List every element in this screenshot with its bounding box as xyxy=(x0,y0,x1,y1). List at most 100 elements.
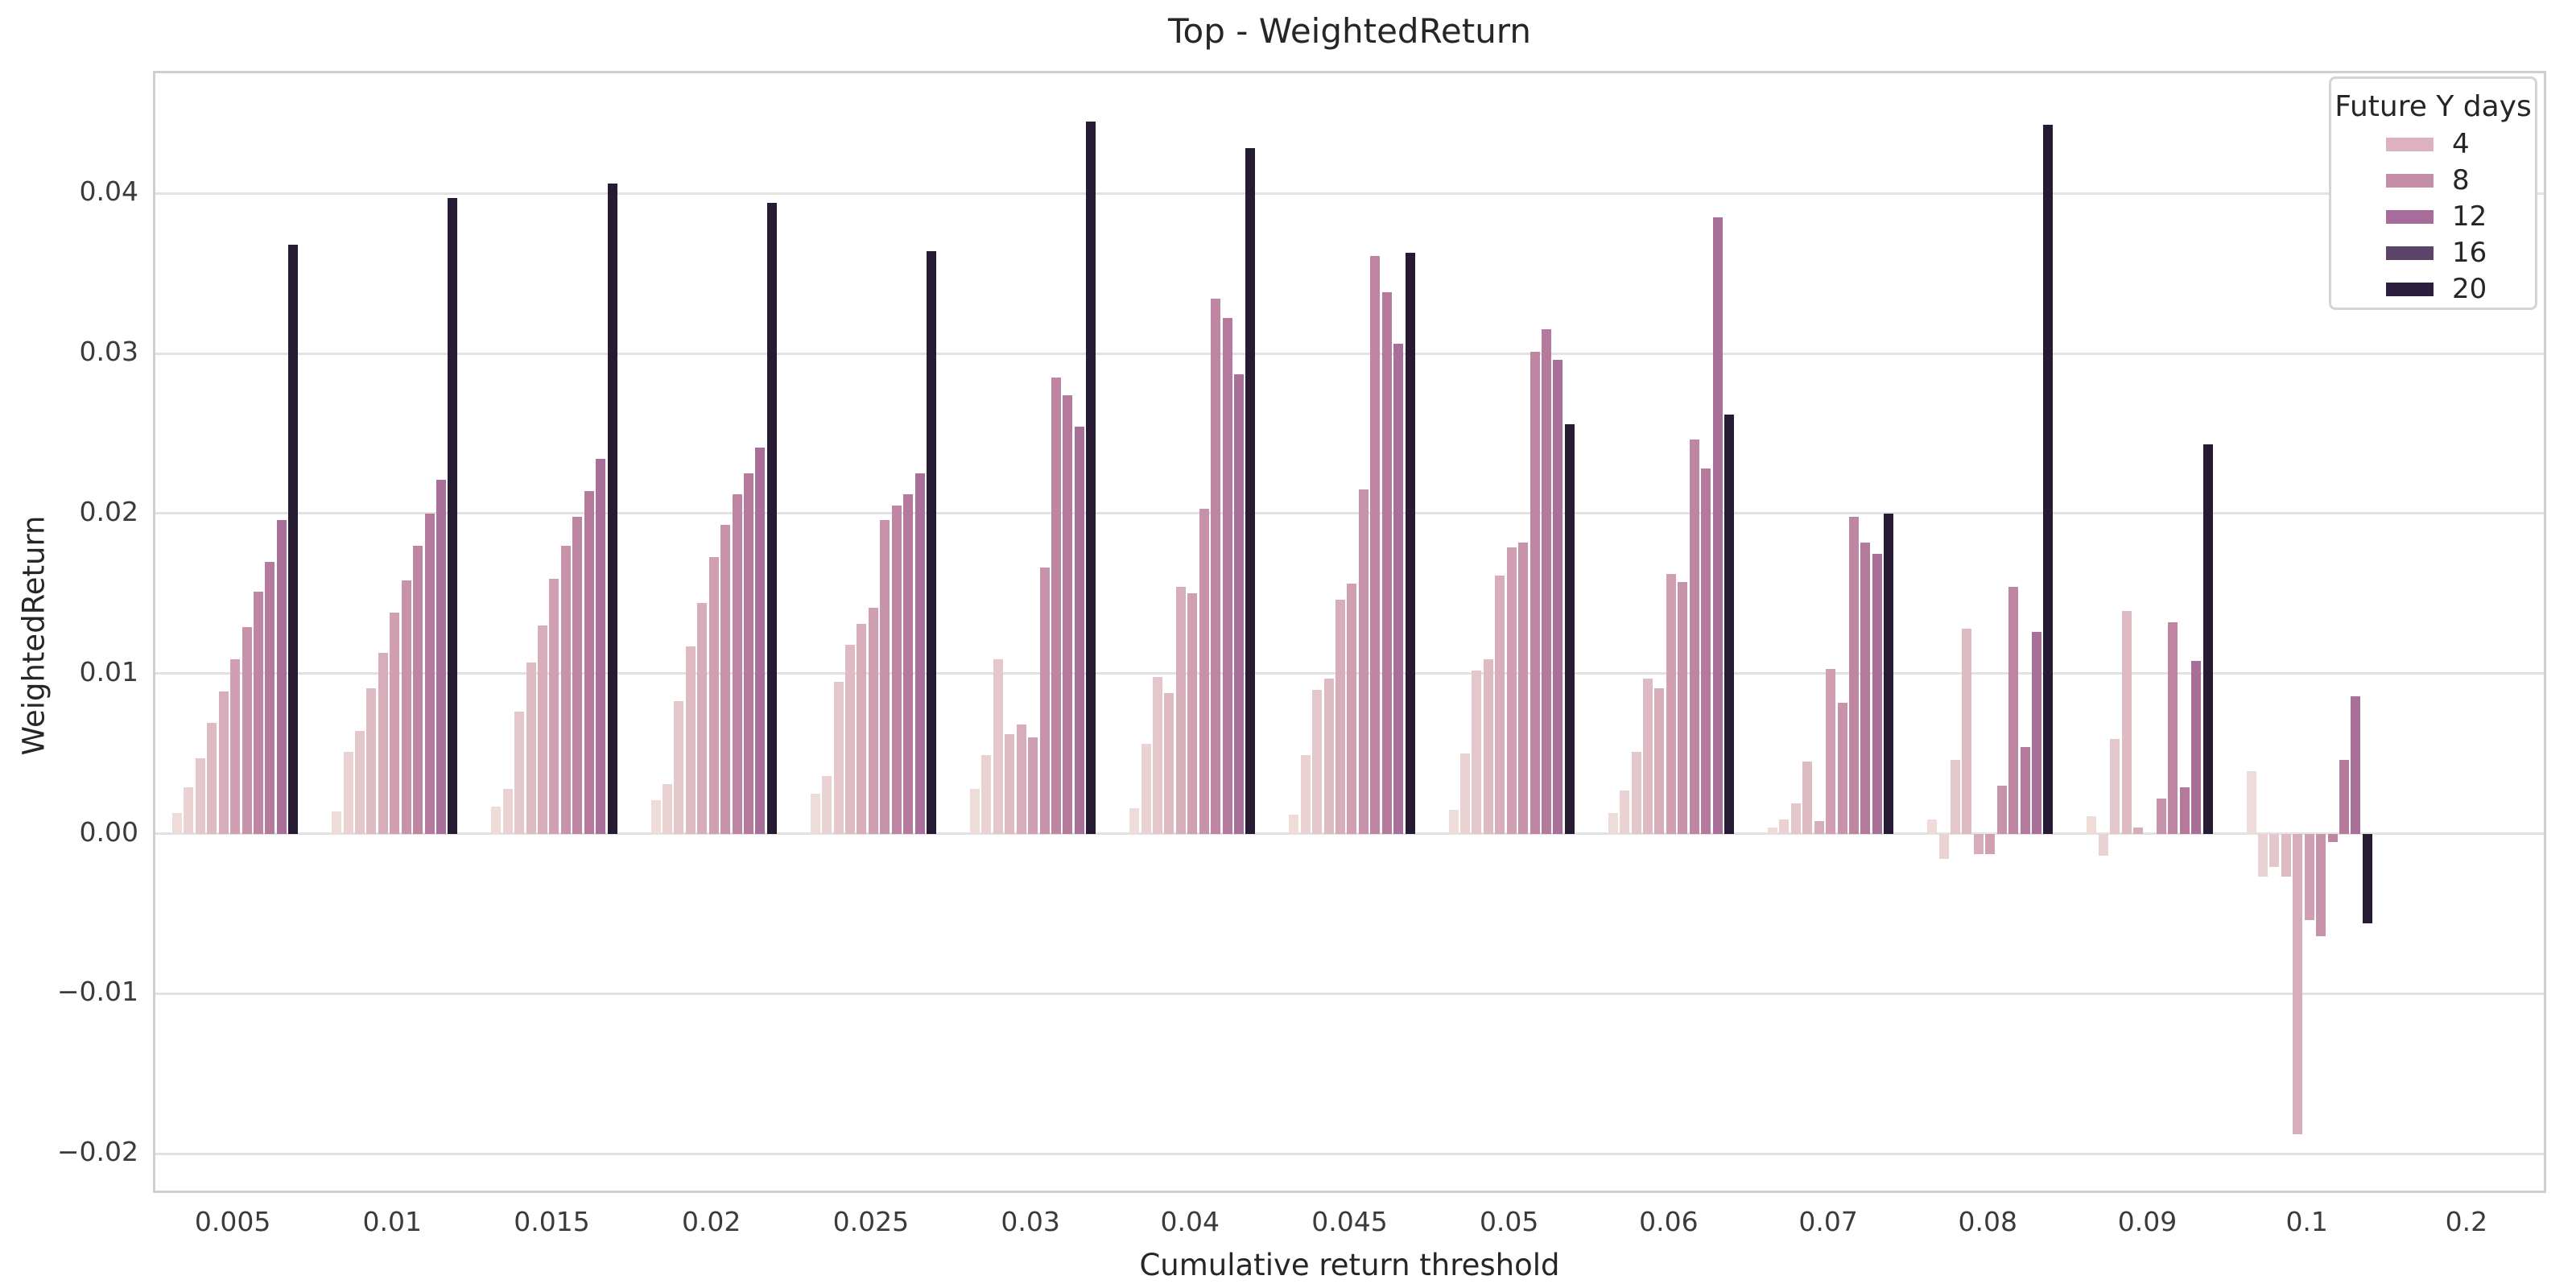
bar xyxy=(1381,292,1392,834)
x-tick-label: 0.045 xyxy=(1311,1206,1388,1237)
bar xyxy=(1860,542,1871,834)
bar xyxy=(1358,489,1368,834)
bar xyxy=(1530,352,1540,834)
bar xyxy=(549,579,559,834)
bar xyxy=(755,448,766,834)
bar xyxy=(526,662,536,834)
bar xyxy=(1141,744,1151,834)
legend-title: Future Y days xyxy=(2334,90,2532,123)
bar xyxy=(857,624,867,834)
bar xyxy=(1074,427,1084,834)
bar xyxy=(1051,377,1061,834)
bar xyxy=(491,806,502,834)
bar xyxy=(2258,833,2268,877)
bar xyxy=(663,783,673,834)
x-tick-label: 0.08 xyxy=(1958,1206,2018,1237)
bar xyxy=(1666,574,1676,834)
bar xyxy=(1347,584,1357,834)
bar xyxy=(1884,513,1894,834)
bar xyxy=(880,519,890,834)
bar xyxy=(2133,827,2144,834)
bar xyxy=(1323,678,1334,834)
bar xyxy=(1518,542,1529,834)
gridline xyxy=(155,512,2544,515)
bar xyxy=(2246,771,2256,834)
bar xyxy=(833,681,844,834)
bar xyxy=(1187,593,1198,834)
bar xyxy=(2191,660,2202,834)
gridline xyxy=(155,192,2544,195)
bar xyxy=(674,700,684,834)
bar xyxy=(1802,762,1813,834)
bar xyxy=(1086,121,1096,834)
gridline xyxy=(155,1152,2544,1155)
bar xyxy=(1405,252,1415,834)
bar xyxy=(1005,734,1015,834)
legend: Future Y days 4 8 12 16 20 xyxy=(2329,76,2537,310)
bar xyxy=(1233,374,1244,834)
bar xyxy=(2304,833,2314,920)
bar xyxy=(926,250,936,834)
bar xyxy=(596,459,606,834)
x-tick-label: 0.06 xyxy=(1639,1206,1699,1237)
legend-item-label: 12 xyxy=(2452,200,2487,233)
bar xyxy=(1951,760,1961,834)
bar xyxy=(1826,668,1836,834)
x-tick-label: 0.015 xyxy=(514,1206,590,1237)
bar xyxy=(2020,747,2030,834)
bar xyxy=(572,516,583,834)
gridline xyxy=(155,992,2544,995)
bar xyxy=(650,799,661,834)
x-tick-label: 0.005 xyxy=(194,1206,271,1237)
y-tick-label: 0.01 xyxy=(79,655,138,687)
legend-item-label: 20 xyxy=(2452,273,2487,305)
bar xyxy=(1245,148,1256,834)
bar xyxy=(1164,692,1174,834)
bar xyxy=(288,244,299,834)
bar xyxy=(743,473,753,834)
bar xyxy=(1701,469,1711,834)
bar xyxy=(1985,833,1996,855)
bar xyxy=(1153,676,1163,834)
y-tick-label: −0.01 xyxy=(56,976,138,1008)
bar xyxy=(1938,833,1949,860)
bar xyxy=(1312,689,1323,834)
bar xyxy=(1973,833,1984,855)
bar xyxy=(184,786,194,834)
bar xyxy=(355,731,365,834)
bar xyxy=(1678,582,1688,834)
bar xyxy=(1608,812,1618,834)
y-tick-label: 0.03 xyxy=(79,336,138,367)
bar xyxy=(1016,724,1026,834)
bar xyxy=(378,652,388,834)
bar xyxy=(1483,658,1493,834)
y-tick-label: 0.00 xyxy=(79,815,138,848)
bar xyxy=(2156,798,2166,834)
bar xyxy=(868,608,878,834)
x-tick-label: 0.2 xyxy=(2445,1206,2488,1237)
bar xyxy=(1541,329,1551,834)
gridline xyxy=(155,832,2544,836)
legend-item: 8 xyxy=(2331,164,2535,196)
bar xyxy=(218,691,229,834)
bar xyxy=(2179,786,2190,834)
x-tick-label: 0.07 xyxy=(1798,1206,1858,1237)
bar xyxy=(2202,444,2213,834)
bar xyxy=(1848,516,1859,834)
bar xyxy=(914,473,925,834)
y-tick-label: −0.02 xyxy=(56,1136,138,1168)
bar xyxy=(1712,217,1723,834)
bar xyxy=(2168,622,2178,834)
bar xyxy=(195,758,205,834)
bar xyxy=(1335,600,1346,834)
legend-item-label: 16 xyxy=(2452,237,2487,269)
bar xyxy=(1289,814,1299,834)
legend-swatch xyxy=(2386,283,2434,296)
bar xyxy=(607,184,617,834)
x-tick-label: 0.02 xyxy=(681,1206,741,1237)
bar xyxy=(993,658,1003,834)
bar xyxy=(732,493,742,834)
bar xyxy=(1393,344,1404,834)
x-axis-label: Cumulative return threshold xyxy=(1139,1248,1560,1282)
